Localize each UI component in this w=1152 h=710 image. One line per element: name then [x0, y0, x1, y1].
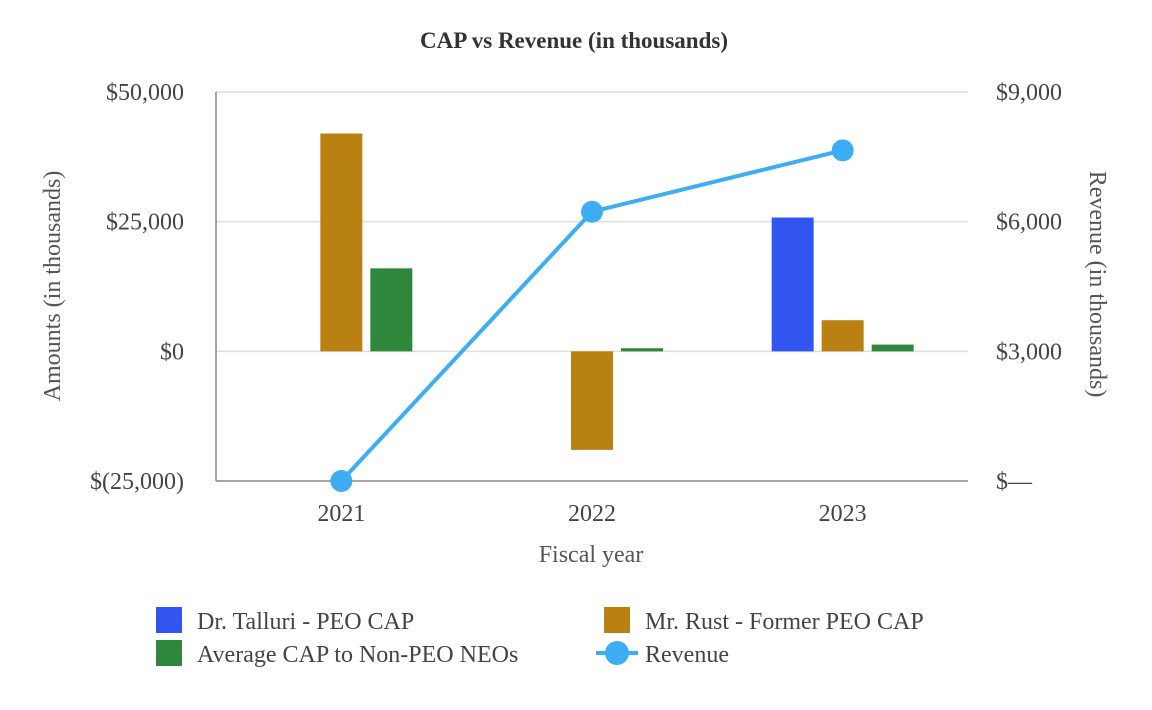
- legend-marker-revenue: [605, 641, 629, 665]
- bar-series: [320, 133, 914, 450]
- y-right-tick-label: $3,000: [996, 339, 1062, 365]
- bar-average-cap-to-non-peo-neos-2023: [871, 344, 914, 352]
- y-axis-right-title: Revenue (in thousands): [1084, 171, 1110, 398]
- legend-label-dr-talluri-peo-cap: Dr. Talluri - PEO CAP: [197, 609, 414, 635]
- x-axis-title: Fiscal year: [539, 542, 644, 568]
- legend-label-average-cap-to-non-peo-neos: Average CAP to Non-PEO NEOs: [197, 642, 518, 668]
- revenue-point-2021: [330, 470, 353, 492]
- legend-label-revenue: Revenue: [645, 642, 729, 668]
- x-tick-label-2021: 2021: [317, 501, 365, 527]
- legend-swatch-mr-rust-former-peo-cap: [604, 607, 630, 633]
- legend-swatch-average-cap-to-non-peo-neos: [156, 640, 182, 666]
- bar-mr-rust-former-peo-cap-2023: [821, 320, 864, 352]
- x-tick-label-2022: 2022: [568, 501, 616, 527]
- y-left-tick-label: $50,000: [106, 80, 184, 106]
- legend: Dr. Talluri - PEO CAP Mr. Rust - Former P…: [156, 607, 924, 668]
- tick-labels: $50,000 $25,000 $0 $(25,000) $9,000 $6,000 $3,…: [90, 80, 1062, 527]
- bar-average-cap-to-non-peo-neos-2021: [370, 268, 413, 352]
- y-left-tick-label: $25,000: [106, 210, 184, 236]
- chart-title: CAP vs Revenue (in thousands): [420, 28, 728, 53]
- revenue-line-series: [330, 139, 854, 492]
- bar-average-cap-to-non-peo-neos-2022: [621, 348, 663, 352]
- y-left-tick-label: $0: [160, 339, 184, 365]
- legend-label-mr-rust-former-peo-cap: Mr. Rust - Former PEO CAP: [645, 609, 924, 635]
- revenue-point-2022: [581, 200, 603, 223]
- x-tick-label-2023: 2023: [819, 501, 867, 527]
- revenue-point-2023: [831, 139, 854, 162]
- legend-swatch-dr-talluri-peo-cap: [156, 607, 182, 633]
- y-left-tick-label: $(25,000): [90, 469, 184, 495]
- y-axis-left-title: Amounts (in thousands): [40, 171, 66, 402]
- y-right-tick-label: $6,000: [996, 210, 1062, 236]
- y-right-tick-label: $—: [996, 469, 1033, 495]
- bar-mr-rust-former-peo-cap-2022: [571, 351, 613, 450]
- bar-mr-rust-former-peo-cap-2021: [320, 133, 363, 352]
- y-right-tick-label: $9,000: [996, 80, 1062, 106]
- bar-dr-talluri-peo-cap-2023: [771, 217, 814, 352]
